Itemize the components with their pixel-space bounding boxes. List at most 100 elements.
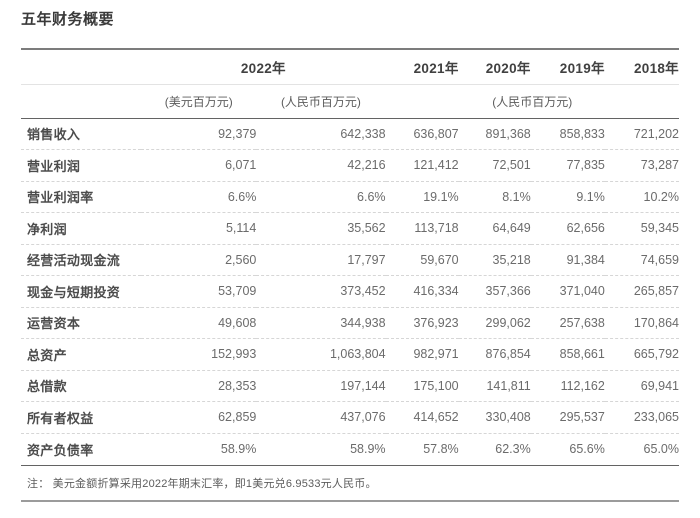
cell-value: 9.1% (530, 180, 605, 213)
cell-value: 58.9% (141, 432, 257, 465)
cell-value: 53,709 (141, 275, 257, 307)
cell-value: 891,368 (485, 126, 531, 141)
year-header-2019: 2019年 (530, 48, 605, 85)
table-row-operating-margin: 营业利润率 6.6% 6.6% 19.1% 8.1% 9.1% 10.2% (21, 180, 679, 213)
cell-value: 6.6% (141, 180, 257, 213)
cell-value: 376,923 (385, 306, 459, 339)
cell-value: 371,040 (530, 275, 605, 307)
cell-value: 42,216 (256, 149, 386, 181)
cell-value: 5,114 (141, 212, 257, 244)
year-header-2021: 2021年 (385, 48, 459, 85)
cell-value: 175,100 (385, 369, 459, 402)
cell-value: 65.6% (530, 432, 605, 465)
cell-value: 257,638 (530, 306, 605, 339)
table-row-working-capital: 运营资本 49,608 344,938 376,923 299,062 257,… (21, 306, 679, 339)
cell-value: 92,379 (218, 126, 257, 141)
row-label: 营业利润 (21, 149, 142, 181)
cell-value: 19.1% (385, 180, 459, 213)
cell-value: 62,859 (141, 401, 257, 433)
table-row-total-assets: 总资产 152,993 1,063,804 982,971 876,854 85… (21, 338, 679, 370)
row-label: 销售收入 (27, 127, 81, 143)
cell-value: 35,562 (256, 212, 386, 244)
row-label: 所有者权益 (21, 401, 142, 433)
cell-value: 59,670 (385, 243, 459, 276)
page-title: 五年财务概要 (21, 11, 115, 28)
cell-value: 6,071 (141, 149, 257, 181)
cell-value: 35,218 (458, 243, 531, 276)
table-row-operating-profit: 营业利润 6,071 42,216 121,412 72,501 77,835 … (21, 149, 679, 181)
cell-value: 77,835 (530, 149, 605, 181)
row-label: 资产负债率 (21, 432, 142, 465)
cell-value: 64,649 (458, 212, 531, 244)
cell-value: 10.2% (604, 180, 679, 213)
row-label: 现金与短期投资 (21, 275, 142, 307)
financial-summary-table: 2022年 2021年 2020年 2019年 2018年 (美元百万元) (人… (21, 48, 679, 465)
cell-value: 858,661 (530, 338, 605, 370)
cell-value: 112,162 (530, 369, 605, 402)
cell-value: 2,560 (141, 243, 257, 276)
table-row-cash-and-short-term-investments: 现金与短期投资 53,709 373,452 416,334 357,366 3… (21, 275, 679, 307)
table-row-total-borrowings: 总借款 28,353 197,144 175,100 141,811 112,1… (21, 369, 679, 402)
cell-value: 59,345 (604, 212, 679, 244)
cell-value: 330,408 (458, 401, 531, 433)
row-label: 总资产 (21, 338, 142, 370)
cell-value: 57.8% (385, 432, 459, 465)
row-label: 经营活动现金流 (21, 243, 142, 276)
table-row-debt-to-asset-ratio: 资产负债率 58.9% 58.9% 57.8% 62.3% 65.6% 65.0… (21, 432, 679, 465)
cell-value: 197,144 (256, 369, 386, 402)
unit-header-rmb-prior-years: (人民币百万元) (385, 84, 679, 119)
year-header-2018: 2018年 (604, 48, 679, 85)
cell-value: 74,659 (604, 243, 679, 276)
cell-value: 17,797 (256, 243, 386, 276)
cell-value: 8.1% (458, 180, 531, 213)
table-row-operating-cash-flow: 经营活动现金流 2,560 17,797 59,670 35,218 91,38… (21, 243, 679, 276)
cell-value: 58.9% (256, 432, 386, 465)
cell-value: 152,993 (141, 338, 257, 370)
cell-value: 141,811 (458, 369, 531, 402)
year-header-2022: 2022年 (141, 48, 386, 85)
cell-value: 28,353 (141, 369, 257, 402)
cell-value: 62,656 (530, 212, 605, 244)
cell-value: 357,366 (458, 275, 531, 307)
five-year-financial-summary-page: 五年财务概要 2022年 2021年 2020年 2019年 2018年 (美元… (21, 11, 679, 502)
cell-value: 69,941 (604, 369, 679, 402)
cell-value: 299,062 (458, 306, 531, 339)
row-label: 净利润 (21, 212, 142, 244)
cell-value: 113,718 (385, 212, 459, 244)
table-row-sales-revenue: 销售收入 92,379 642,338 636,807 891,368 858,… (21, 118, 679, 150)
cell-value: 437,076 (256, 401, 386, 433)
unit-header-usd: (美元百万元) (141, 84, 257, 119)
cell-value: 49,608 (141, 306, 257, 339)
table-row-owners-equity: 所有者权益 62,859 437,076 414,652 330,408 295… (21, 401, 679, 433)
cell-value: 858,833 (559, 126, 605, 141)
table-row-net-profit: 净利润 5,114 35,562 113,718 64,649 62,656 5… (21, 212, 679, 244)
cell-value: 265,857 (604, 275, 679, 307)
cell-value: 170,864 (604, 306, 679, 339)
year-header-2020: 2020年 (458, 48, 531, 85)
unit-header-row: (美元百万元) (人民币百万元) (人民币百万元) (21, 84, 679, 119)
cell-value: 91,384 (530, 243, 605, 276)
cell-value: 373,452 (256, 275, 386, 307)
row-label: 总借款 (21, 369, 142, 402)
cell-value: 73,287 (604, 149, 679, 181)
cell-value: 62.3% (458, 432, 531, 465)
row-label: 营业利润率 (21, 180, 142, 213)
row-label: 运营资本 (21, 306, 142, 339)
empty-header-cell (21, 48, 142, 85)
cell-value: 295,537 (530, 401, 605, 433)
cell-value: 721,202 (633, 126, 679, 141)
cell-value: 233,065 (604, 401, 679, 433)
cell-value: 72,501 (458, 149, 531, 181)
year-header-row: 2022年 2021年 2020年 2019年 2018年 (21, 48, 679, 85)
footnote: 注： 美元金额折算采用2022年期末汇率，即1美元兑6.9533元人民币。 (21, 464, 679, 502)
cell-value: 414,652 (385, 401, 459, 433)
unit-header-rmb-2022: (人民币百万元) (256, 84, 386, 119)
cell-value: 6.6% (256, 180, 386, 213)
cell-value: 642,338 (340, 126, 386, 141)
cell-value: 876,854 (458, 338, 531, 370)
cell-value: 416,334 (385, 275, 459, 307)
cell-value: 121,412 (385, 149, 459, 181)
cell-value: 665,792 (604, 338, 679, 370)
cell-value: 636,807 (413, 126, 459, 141)
empty-header-cell (21, 84, 142, 119)
